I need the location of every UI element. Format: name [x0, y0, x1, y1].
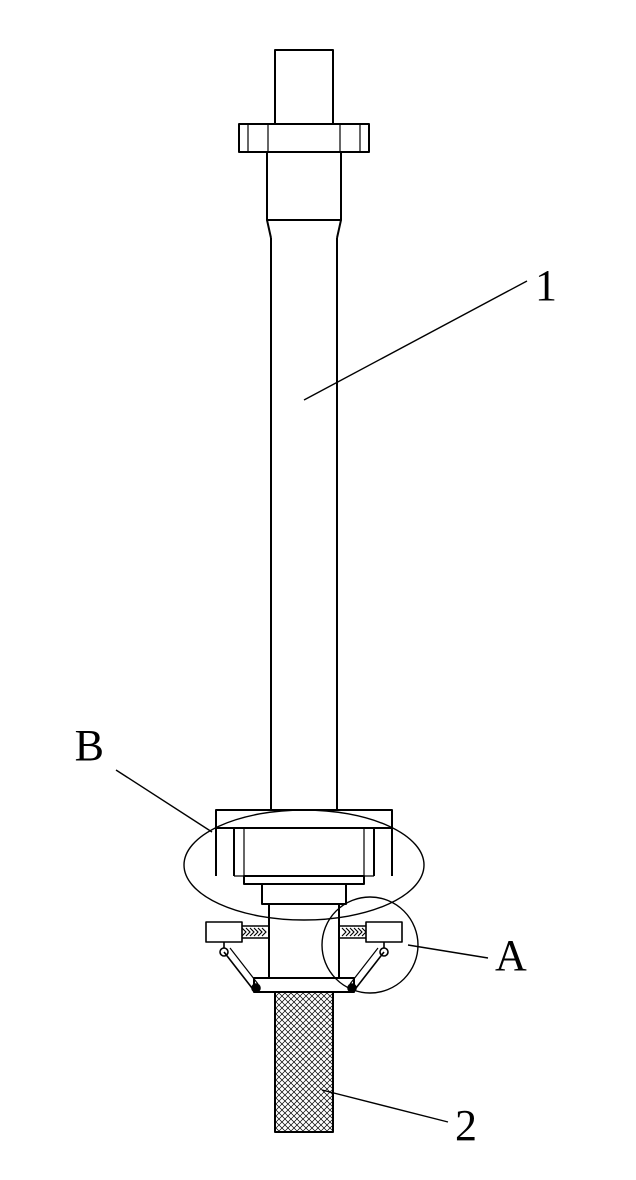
- technical-drawing: 1 2 A B: [0, 0, 636, 1180]
- spring-right: [342, 928, 366, 936]
- taper: [267, 220, 341, 238]
- label-a: A: [495, 931, 527, 980]
- top-connector: [275, 50, 333, 124]
- main-pipe: [271, 238, 337, 810]
- leader-a: [408, 945, 488, 958]
- shoulder: [262, 884, 346, 904]
- brackets: [216, 828, 392, 876]
- lower-body: [269, 904, 339, 978]
- label-b: B: [75, 721, 104, 770]
- flange-top: [216, 810, 392, 828]
- label-2: 2: [455, 1101, 477, 1150]
- hex-nut: [239, 124, 369, 152]
- bottom-plate: [254, 978, 354, 992]
- leader-b: [116, 770, 212, 832]
- mechanical-part: [206, 50, 402, 1132]
- flange-mid: [244, 876, 364, 884]
- spring-left: [242, 928, 266, 936]
- label-1: 1: [535, 261, 557, 310]
- neck: [267, 152, 341, 220]
- strainer: [275, 992, 333, 1132]
- leader-2: [322, 1090, 448, 1122]
- clamp-assembly: [206, 922, 402, 992]
